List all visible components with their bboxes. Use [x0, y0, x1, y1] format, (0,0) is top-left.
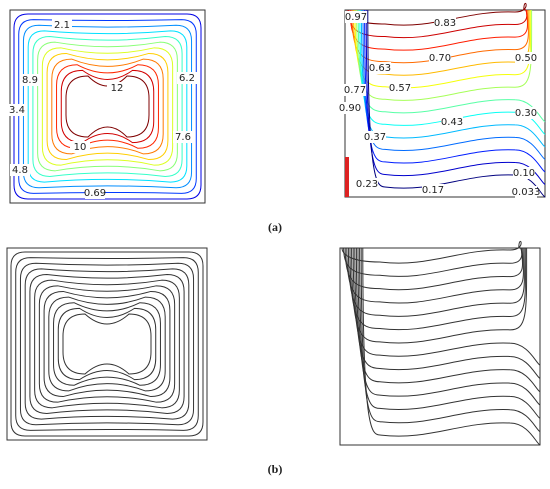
streamline: [34, 279, 180, 409]
streamline: [65, 75, 150, 138]
streamline: [57, 307, 157, 381]
isotherm: [354, 247, 541, 379]
contour-label: 0.23: [356, 179, 378, 190]
contours: [10, 3, 546, 446]
streamline: [62, 313, 152, 375]
label-bg: [441, 116, 463, 128]
streamline: [51, 58, 164, 155]
contour-label: 0.50: [515, 53, 537, 64]
label-bg: [356, 178, 378, 190]
contour-label: 2.1: [54, 20, 70, 31]
caption: (b): [268, 462, 283, 476]
isotherm: [343, 247, 523, 277]
streamline: [24, 268, 190, 420]
labels: 2.1 8.9 12 6.2 3.4 7.6 10 4.8 0.69 0.97 0.83 0.70 0.…: [7, 11, 540, 199]
label-bg: [173, 131, 193, 143]
label-bg: [434, 17, 456, 29]
label-bg: [177, 72, 197, 84]
contour-label: 0.69: [84, 188, 106, 199]
contour-label: 0.97: [345, 12, 367, 23]
streamline: [15, 257, 199, 431]
streamline: [13, 13, 202, 200]
label-bg: [429, 52, 451, 64]
isotherm: [348, 9, 528, 39]
isotherm: [347, 247, 525, 317]
contour-label: 0.37: [364, 132, 386, 143]
isotherm: [357, 247, 541, 406]
streamline: [22, 24, 193, 189]
streamline: [19, 262, 195, 426]
isotherm: [352, 247, 541, 366]
label-bg: [20, 74, 40, 86]
isotherm: [364, 9, 546, 173]
streamline: [41, 47, 174, 166]
streamline: [56, 64, 159, 149]
label-bg: [364, 131, 386, 143]
streamline: [60, 69, 155, 144]
streamline: [29, 274, 185, 414]
label-bg: [107, 82, 127, 94]
contour-label: 0.43: [441, 117, 463, 128]
contour-label: 0.77: [344, 85, 366, 96]
contour-label: 7.6: [175, 132, 191, 143]
isotherm: [362, 247, 541, 446]
label-bg: [339, 102, 361, 114]
contour-label: 10: [74, 142, 87, 153]
isotherm: [367, 9, 546, 198]
label-bg: [345, 11, 367, 23]
label-bg: [85, 187, 105, 199]
label-bg: [515, 107, 537, 119]
isotherm: [349, 9, 529, 51]
caption: (a): [268, 220, 282, 234]
contour-label: 0.90: [339, 103, 361, 114]
isotherm: [365, 9, 546, 185]
contour-label: 0.30: [515, 108, 537, 119]
label-bg: [515, 52, 537, 64]
contour-label: 6.2: [179, 73, 195, 84]
streamline: [38, 285, 176, 403]
label-bg: [369, 62, 391, 74]
label-bg: [515, 186, 537, 198]
plot-frame: [6, 247, 208, 441]
contour-label: 0.57: [389, 83, 411, 94]
contour-label: 0.033: [512, 187, 541, 198]
isotherm: [344, 247, 524, 291]
streamline: [37, 41, 178, 172]
contour-label: 0.17: [422, 185, 444, 196]
isotherm: [355, 247, 541, 393]
contour-label: 0.83: [434, 18, 456, 29]
streamline: [46, 52, 169, 161]
streamline: [53, 302, 161, 386]
streamline: [48, 296, 166, 392]
label-bg: [70, 141, 90, 153]
label-bg: [52, 19, 72, 31]
label-bg: [344, 84, 366, 96]
label-bg: [513, 167, 535, 179]
contour-label: 0.70: [429, 53, 451, 64]
isotherm: [359, 247, 541, 419]
plot-frame: [339, 247, 541, 446]
streamline: [10, 251, 204, 437]
label-bg: [422, 184, 444, 196]
label-bg: [10, 164, 30, 176]
contour-label: 0.10: [513, 168, 535, 179]
label-bg: [389, 82, 411, 94]
contour-label: 8.9: [22, 75, 38, 86]
contour-label: 3.4: [9, 105, 25, 116]
streamline: [18, 19, 197, 194]
hot-wall: [345, 157, 349, 197]
contour-label: 12: [111, 83, 124, 94]
contour-label: 0.63: [369, 63, 391, 74]
contour-label: 4.8: [12, 165, 28, 176]
streamline: [32, 36, 183, 177]
isotherm: [341, 241, 522, 264]
streamline: [43, 290, 171, 398]
label-bg: [7, 104, 27, 116]
isotherm: [360, 247, 541, 433]
